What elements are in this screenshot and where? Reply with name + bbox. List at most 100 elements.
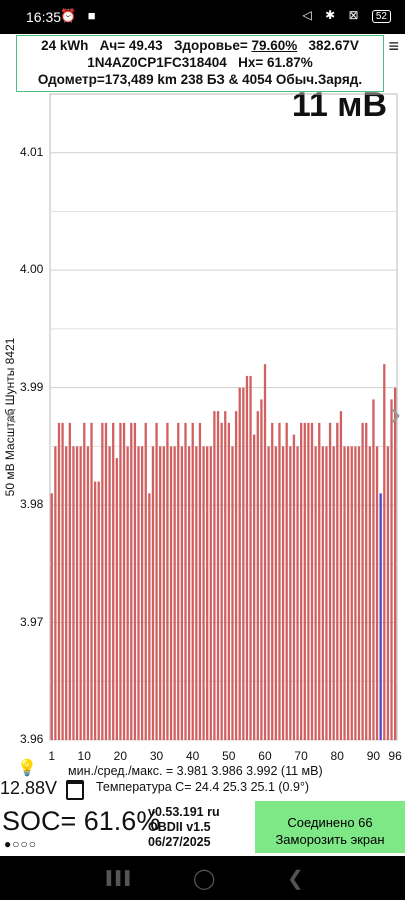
cell-bar <box>318 422 321 740</box>
version-info: v0.53.191 ru OBDII v1.5 06/27/2025 <box>148 805 220 850</box>
x-tick-label: 96 <box>388 749 402 763</box>
cell-bar <box>162 446 165 740</box>
connection-freeze-button[interactable]: Соединено 66 Заморозить экран <box>255 801 405 853</box>
info-line-1: 24 kWh Ач= 49.43 Здоровье= 79.60% 382.67… <box>17 37 383 54</box>
cell-bar <box>133 422 137 740</box>
amp-hours: Ач= 49.43 <box>99 38 163 53</box>
cell-bar <box>234 411 238 740</box>
cell-bar <box>101 422 104 740</box>
cell-bar <box>144 422 147 740</box>
status-icons-right: ◁ ✱ ⊠ 52 <box>303 8 391 23</box>
x-tick-label: 40 <box>185 749 200 763</box>
cell-bar <box>54 446 57 740</box>
cell-bar <box>122 422 126 740</box>
cell-bar <box>126 446 129 740</box>
cell-bar <box>97 481 100 740</box>
cell-bar <box>365 422 368 740</box>
recents-button[interactable]: ▐▐▐ <box>102 870 130 885</box>
cell-bar <box>300 422 303 740</box>
cell-bar <box>350 446 353 740</box>
health-value: 79.60% <box>251 38 298 53</box>
cell-bar <box>202 446 205 740</box>
lightbulb-icon[interactable]: 💡 <box>17 760 37 777</box>
calendar-icon[interactable] <box>66 780 84 800</box>
cell-bar <box>159 446 162 740</box>
cell-bar <box>216 411 220 740</box>
cell-bar <box>119 422 122 740</box>
cell-bar <box>296 446 299 740</box>
cell-spread-label: 11 мВ <box>291 86 387 124</box>
cell-bar <box>321 446 324 740</box>
cell-bar <box>357 446 361 740</box>
cell-bar <box>332 446 335 740</box>
cell-bar <box>50 493 53 740</box>
x-tick-label: 10 <box>77 749 91 763</box>
x-tick-label: 70 <box>294 749 308 763</box>
cell-bar <box>68 422 71 740</box>
cell-bar <box>242 387 245 740</box>
cell-bar <box>112 422 115 740</box>
freeze-label: Заморозить экран <box>275 832 385 847</box>
cell-bar <box>83 422 86 740</box>
temperature: Температура C= 24.4 25.3 25.1 (0.9°) <box>96 780 310 794</box>
cell-bar <box>65 446 68 740</box>
cell-bar <box>86 446 90 740</box>
cell-bar <box>263 364 267 740</box>
health-label: Здоровье= <box>173 38 248 53</box>
back-button[interactable]: ❮ <box>287 868 304 890</box>
cell-bar <box>137 446 140 740</box>
status-icons-left: ⏰ ■ <box>60 8 100 23</box>
prev-arrow[interactable]: ‹ <box>6 395 18 433</box>
cell-bar <box>140 446 144 740</box>
cell-bar <box>314 446 317 740</box>
x-tick-label: 90 <box>366 749 381 763</box>
cell-bar <box>271 422 274 740</box>
cell-bar <box>191 422 194 740</box>
cell-bar <box>361 422 364 740</box>
cell-bar <box>130 422 133 740</box>
signal-icons: ◁ ✱ ⊠ <box>302 8 364 22</box>
cell-bar <box>368 446 371 740</box>
cell-bar <box>227 422 231 740</box>
cell-bar <box>224 411 227 740</box>
cell-bar <box>108 446 111 740</box>
cell-bar <box>187 446 191 740</box>
cell-bar <box>209 446 212 740</box>
cell-bar <box>383 364 386 740</box>
cell-bar <box>169 446 173 740</box>
hx-value: Hx= 61.87% <box>238 55 313 70</box>
cell-bar <box>213 411 216 740</box>
home-button[interactable]: ◯ <box>193 868 216 890</box>
cell-bar <box>328 422 332 740</box>
next-arrow[interactable]: › <box>389 395 401 433</box>
cell-bar <box>379 493 382 740</box>
cell-bar <box>79 446 82 740</box>
aux-voltage: 12.88V <box>0 778 58 798</box>
vin: 1N4AZ0CP1FC318404 <box>87 55 227 70</box>
menu-icon[interactable]: ≡ <box>388 36 399 56</box>
cell-bar <box>155 422 158 740</box>
cell-bar <box>256 411 259 740</box>
x-tick-label: 20 <box>113 749 128 763</box>
cell-bar <box>184 422 187 740</box>
y-tick-label: 4.01 <box>20 144 44 159</box>
soc-value: SOC= 61.6% <box>2 806 161 836</box>
cell-bar <box>61 422 64 740</box>
y-tick-label: 3.96 <box>20 732 44 746</box>
cell-bar <box>173 446 176 740</box>
cell-bar <box>231 446 234 740</box>
cell-bar <box>339 411 343 740</box>
cell-bar <box>57 422 61 740</box>
cell-bar <box>307 422 310 740</box>
y-tick-label: 3.99 <box>20 379 44 394</box>
obd-line: OBDII v1.5 <box>148 820 211 834</box>
page-dots[interactable]: ●○○○ <box>4 837 37 851</box>
pack-voltage: 382.67V <box>308 38 359 53</box>
cell-bar <box>325 446 328 740</box>
battery-icon: 52 <box>371 10 391 23</box>
cell-bar <box>274 446 278 740</box>
odometer: Одометр=173,489 km 238 БЗ & 4054 Обыч.За… <box>37 72 363 87</box>
cell-bar <box>151 446 155 740</box>
y-tick-label: 4.00 <box>20 262 44 277</box>
cell-bar <box>177 422 180 740</box>
